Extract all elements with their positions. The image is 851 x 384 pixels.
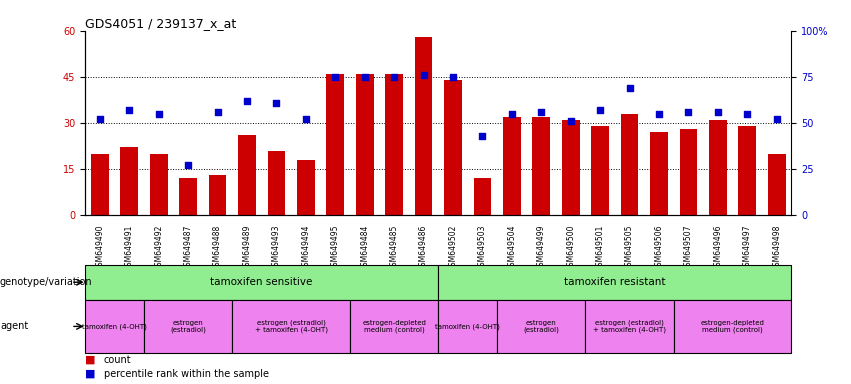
Bar xyxy=(297,160,315,215)
Bar xyxy=(208,175,226,215)
Bar xyxy=(444,80,462,215)
Bar xyxy=(238,135,256,215)
Bar xyxy=(91,154,109,215)
Bar xyxy=(497,300,585,353)
Bar xyxy=(768,154,785,215)
Bar xyxy=(267,151,285,215)
Point xyxy=(564,118,578,124)
Point xyxy=(534,109,548,115)
Bar xyxy=(144,300,232,353)
Point xyxy=(123,107,136,113)
Point xyxy=(417,72,431,78)
Text: estrogen-depleted
medium (control): estrogen-depleted medium (control) xyxy=(363,319,426,333)
Bar xyxy=(414,37,432,215)
Text: agent: agent xyxy=(0,321,28,331)
Bar xyxy=(620,114,638,215)
Bar xyxy=(562,120,580,215)
Bar xyxy=(585,300,674,353)
Bar xyxy=(473,178,491,215)
Bar xyxy=(591,126,609,215)
Bar xyxy=(232,300,350,353)
Point xyxy=(358,74,372,80)
Point xyxy=(211,109,225,115)
Text: estrogen
(estradiol): estrogen (estradiol) xyxy=(523,319,559,333)
Bar xyxy=(533,117,550,215)
Bar xyxy=(650,132,668,215)
Text: genotype/variation: genotype/variation xyxy=(0,277,93,287)
Point xyxy=(505,111,518,117)
Bar xyxy=(739,126,757,215)
Point xyxy=(770,116,784,122)
Bar xyxy=(438,265,791,300)
Point xyxy=(270,99,283,106)
Point xyxy=(328,74,342,80)
Bar xyxy=(438,300,497,353)
Bar xyxy=(350,300,438,353)
Point xyxy=(682,109,695,115)
Text: tamoxifen (4-OHT): tamoxifen (4-OHT) xyxy=(435,323,500,329)
Bar xyxy=(85,300,144,353)
Text: percentile rank within the sample: percentile rank within the sample xyxy=(104,369,269,379)
Bar xyxy=(121,147,138,215)
Point xyxy=(446,74,460,80)
Bar xyxy=(180,178,197,215)
Bar xyxy=(680,129,697,215)
Point xyxy=(240,98,254,104)
Bar xyxy=(85,265,438,300)
Text: tamoxifen resistant: tamoxifen resistant xyxy=(564,277,665,287)
Point xyxy=(623,85,637,91)
Text: estrogen (estradiol)
+ tamoxifen (4-OHT): estrogen (estradiol) + tamoxifen (4-OHT) xyxy=(254,319,328,333)
Point xyxy=(387,74,401,80)
Text: estrogen
(estradiol): estrogen (estradiol) xyxy=(170,319,206,333)
Text: tamoxifen sensitive: tamoxifen sensitive xyxy=(210,277,313,287)
Bar xyxy=(709,120,727,215)
Text: count: count xyxy=(104,355,131,365)
Bar xyxy=(356,74,374,215)
Point xyxy=(711,109,725,115)
Point xyxy=(740,111,754,117)
Bar xyxy=(327,74,344,215)
Text: tamoxifen (4-OHT): tamoxifen (4-OHT) xyxy=(82,323,147,329)
Text: ■: ■ xyxy=(85,355,95,365)
Text: estrogen-depleted
medium (control): estrogen-depleted medium (control) xyxy=(700,319,764,333)
Bar xyxy=(150,154,168,215)
Point xyxy=(476,133,489,139)
Point xyxy=(593,107,607,113)
Point xyxy=(93,116,106,122)
Text: estrogen (estradiol)
+ tamoxifen (4-OHT): estrogen (estradiol) + tamoxifen (4-OHT) xyxy=(593,319,666,333)
Bar xyxy=(674,300,791,353)
Point xyxy=(652,111,665,117)
Bar xyxy=(503,117,521,215)
Text: GDS4051 / 239137_x_at: GDS4051 / 239137_x_at xyxy=(85,17,237,30)
Point xyxy=(181,162,195,168)
Text: ■: ■ xyxy=(85,369,95,379)
Bar xyxy=(386,74,403,215)
Point xyxy=(299,116,312,122)
Point xyxy=(151,111,165,117)
